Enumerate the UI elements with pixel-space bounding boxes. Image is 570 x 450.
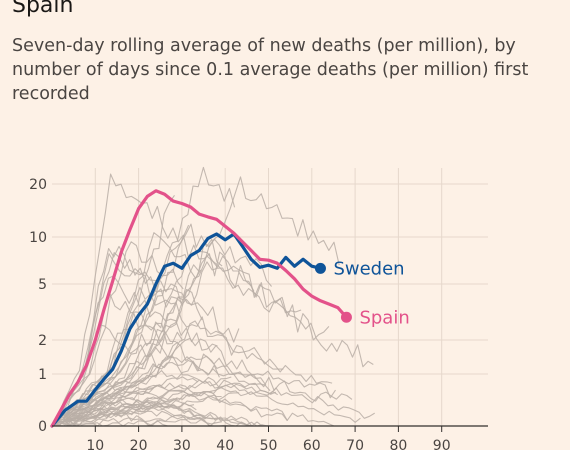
other-countries-lines [52,166,375,427]
y-tick-label: 0 [38,419,47,435]
page-title: Spain [12,0,74,18]
chart-grid [52,168,488,426]
country-line [52,292,183,426]
series-endpoint-spain [340,311,352,323]
x-tick-label: 60 [303,438,321,450]
country-line [58,173,330,415]
country-line [66,250,302,414]
series-line-spain [50,189,348,428]
series-label-spain: Spain [359,307,409,328]
series-endpoint-sweden [314,262,326,274]
highlighted-series: Sweden Spain [50,189,410,428]
country-line [62,383,178,419]
x-tick-label: 20 [130,438,148,450]
y-tick-label: 5 [38,277,47,293]
y-tick-label: 2 [38,333,47,349]
country-line [67,324,277,406]
series-label-sweden: Sweden [333,258,404,279]
y-tick-label: 1 [38,367,47,383]
x-tick-label: 10 [86,438,104,450]
x-tick-label: 30 [173,438,191,450]
x-tick-label: 80 [389,438,407,450]
y-tick-label: 10 [29,230,47,246]
x-tick-label: 90 [433,438,451,450]
country-line [58,390,340,427]
country-line [63,238,273,420]
country-line [58,341,179,424]
country-line [65,337,336,419]
country-line [64,398,216,427]
x-tick-label: 50 [260,438,278,450]
x-tick-label: 40 [216,438,234,450]
series-line-sweden [50,232,323,428]
chart-axes: 10 20 30 40 50 60 70 80 90 0 1 2 5 10 20 [29,177,488,450]
x-tick-label: 70 [346,438,364,450]
country-line [67,370,199,419]
country-line [54,376,232,426]
country-line [55,419,223,427]
chart-subtitle: Seven-day rolling average of new deaths … [12,36,529,104]
y-tick-label: 20 [29,177,47,193]
country-line [58,402,195,427]
